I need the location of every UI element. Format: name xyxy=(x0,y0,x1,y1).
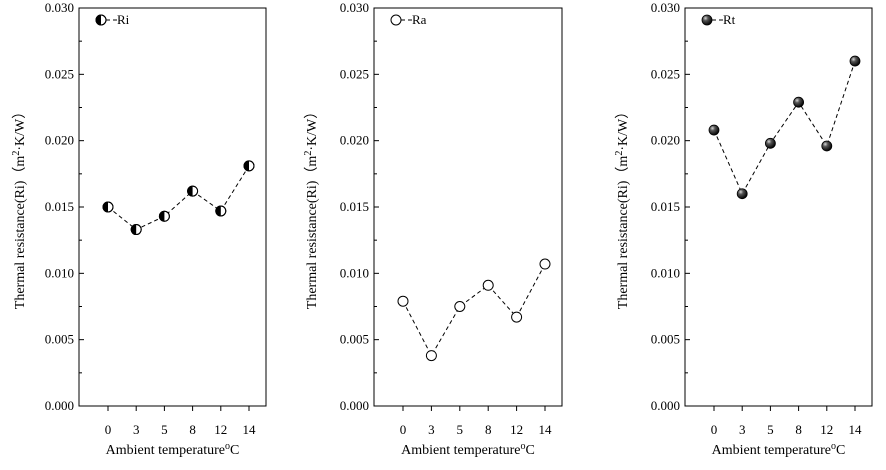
y-tick-label: 0.010 xyxy=(651,265,680,280)
data-point-Ra-3 xyxy=(425,350,437,362)
y-tick-label: 0.005 xyxy=(45,332,74,347)
data-point-Ri-0 xyxy=(102,201,114,213)
y-tick-label: 0.015 xyxy=(45,199,74,214)
x-axis-title: Ambient temperatureoC xyxy=(106,441,240,458)
y-axis-title: Thermal resistance(Ri)（m2·K/W） xyxy=(303,105,320,309)
data-point-Ra-8 xyxy=(482,279,494,291)
y-tick-label: 0.000 xyxy=(340,398,369,413)
y-tick-label: 0.030 xyxy=(45,0,74,15)
y-tick-label: 0.000 xyxy=(651,398,680,413)
legend-marker xyxy=(95,14,107,26)
series-line-Rt xyxy=(713,60,856,195)
chart-panel-3: 0.000 0.005 0.010 0.015 0.020 0.025 0.030 0 3 5 8 1… xyxy=(614,0,873,458)
plot-frame xyxy=(373,7,563,407)
x-tick-label: 5 xyxy=(161,422,168,437)
data-point-Rt-3 xyxy=(736,188,748,200)
y-tick-label: 0.015 xyxy=(651,199,680,214)
y-tick-label: 0.030 xyxy=(651,0,680,15)
data-point-Rt-14 xyxy=(849,55,861,67)
x-axis-title: Ambient temperatureoC xyxy=(401,441,535,458)
data-point-Ri-5 xyxy=(158,210,170,222)
x-tick-label: 12 xyxy=(820,422,833,437)
y-tick-label: 0.005 xyxy=(340,332,369,347)
x-tick-label: 8 xyxy=(795,422,802,437)
x-axis-title: Ambient temperatureoC xyxy=(712,441,846,458)
y-tick-label: 0.000 xyxy=(45,398,74,413)
data-point-Ri-14 xyxy=(243,160,255,172)
y-tick-label: 0.025 xyxy=(45,66,74,81)
x-tick-label: 14 xyxy=(539,422,553,437)
x-tick-label: 8 xyxy=(189,422,196,437)
y-tick-label: 0.020 xyxy=(651,133,680,148)
legend-marker xyxy=(701,14,713,26)
legend-marker xyxy=(390,14,402,26)
x-tick-label: 14 xyxy=(849,422,863,437)
data-point-Ra-14 xyxy=(539,258,551,270)
x-tick-label: 3 xyxy=(739,422,746,437)
data-point-Rt-8 xyxy=(793,96,804,108)
data-point-Rt-12 xyxy=(821,140,833,152)
data-point-Ra-0 xyxy=(397,295,409,307)
data-point-Ra-5 xyxy=(454,301,466,312)
chart-panel-2: 0.000 0.005 0.010 0.015 0.020 0.025 0.030 0 3 5 8 1… xyxy=(303,0,563,458)
chart-panel-1: 0.000 0.005 0.010 0.015 0.020 0.025 0.030 0 3 5 8 1… xyxy=(11,0,267,458)
data-point-Ri-12 xyxy=(215,205,227,217)
x-tick-label: 12 xyxy=(214,422,227,437)
series-line-Ri xyxy=(107,165,250,231)
legend-label: Ra xyxy=(412,12,427,27)
y-axis-title: Thermal resistance(Ri)（m2·K/W） xyxy=(614,105,631,309)
y-tick-label: 0.015 xyxy=(340,199,369,214)
series-line-Ra xyxy=(402,263,546,357)
data-point-Ri-3 xyxy=(130,224,142,236)
x-tick-label: 3 xyxy=(133,422,140,437)
y-tick-label: 0.030 xyxy=(340,0,369,15)
y-tick-label: 0.020 xyxy=(340,133,369,148)
x-tick-label: 5 xyxy=(457,422,464,437)
legend-label: Ri xyxy=(117,12,130,27)
y-tick-label: 0.025 xyxy=(651,66,680,81)
plot-frame xyxy=(684,7,873,407)
y-tick-label: 0.025 xyxy=(340,66,369,81)
x-tick-label: 8 xyxy=(485,422,492,437)
y-axis-title: Thermal resistance(Ri)（m2·K/W） xyxy=(11,105,28,309)
x-tick-label: 3 xyxy=(428,422,435,437)
data-point-Rt-0 xyxy=(708,124,720,136)
data-point-Ri-8 xyxy=(187,185,199,197)
data-point-Rt-5 xyxy=(765,137,776,149)
x-tick-label: 12 xyxy=(510,422,523,437)
x-tick-label: 5 xyxy=(767,422,774,437)
legend-label: Rt xyxy=(723,12,736,27)
x-tick-label: 0 xyxy=(400,422,407,437)
x-tick-label: 14 xyxy=(243,422,257,437)
x-tick-label: 0 xyxy=(711,422,718,437)
y-tick-label: 0.010 xyxy=(340,265,369,280)
y-tick-label: 0.005 xyxy=(651,332,680,347)
y-tick-label: 0.020 xyxy=(45,133,74,148)
y-tick-label: 0.010 xyxy=(45,265,74,280)
x-tick-label: 0 xyxy=(105,422,112,437)
data-point-Ra-12 xyxy=(511,311,523,323)
